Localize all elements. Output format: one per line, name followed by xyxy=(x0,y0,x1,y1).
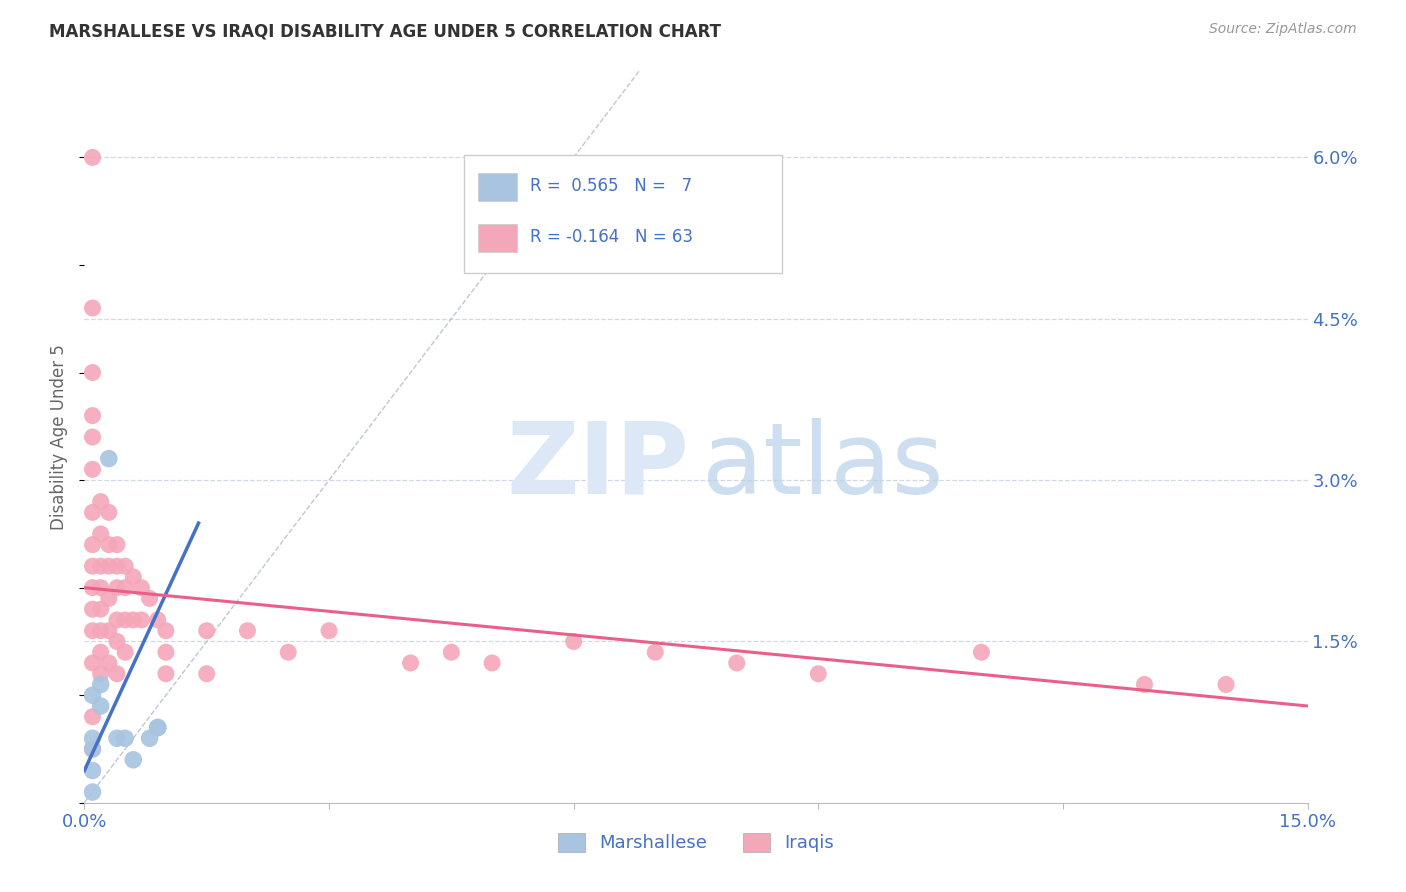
Point xyxy=(138,731,160,746)
Point xyxy=(155,624,177,638)
Point xyxy=(82,764,104,778)
Point xyxy=(90,666,112,681)
Text: Source: ZipAtlas.com: Source: ZipAtlas.com xyxy=(1209,22,1357,37)
Point xyxy=(105,581,128,595)
Text: R =  0.565   N =   7: R = 0.565 N = 7 xyxy=(530,178,692,195)
Point xyxy=(82,366,104,380)
Point xyxy=(236,624,259,638)
Point xyxy=(82,538,104,552)
Point xyxy=(82,462,104,476)
Point xyxy=(105,634,128,648)
Text: atlas: atlas xyxy=(702,417,943,515)
Point xyxy=(82,150,104,164)
Point xyxy=(146,613,169,627)
Point xyxy=(82,602,104,616)
Point xyxy=(90,624,112,638)
Point xyxy=(90,645,112,659)
FancyBboxPatch shape xyxy=(478,224,517,252)
Point xyxy=(82,731,104,746)
Point xyxy=(82,688,104,702)
Text: ZIP: ZIP xyxy=(508,417,690,515)
Point xyxy=(97,591,120,606)
Point xyxy=(90,494,112,508)
Point xyxy=(195,624,218,638)
Point xyxy=(82,656,104,670)
Point xyxy=(97,538,120,552)
Point xyxy=(114,731,136,746)
Point xyxy=(318,624,340,638)
Point xyxy=(90,527,112,541)
Point xyxy=(131,613,153,627)
Point xyxy=(97,656,120,670)
Point xyxy=(146,721,169,735)
Point xyxy=(1133,677,1156,691)
Point xyxy=(131,581,153,595)
Point xyxy=(82,581,104,595)
Point xyxy=(82,505,104,519)
Point xyxy=(481,656,503,670)
Point xyxy=(105,538,128,552)
Point xyxy=(195,666,218,681)
Point xyxy=(146,721,169,735)
Point xyxy=(82,742,104,756)
Point xyxy=(138,591,160,606)
FancyBboxPatch shape xyxy=(464,155,782,273)
Point xyxy=(82,785,104,799)
Point xyxy=(1215,677,1237,691)
Point xyxy=(114,559,136,574)
Point xyxy=(562,634,585,648)
Point xyxy=(82,409,104,423)
Point xyxy=(82,430,104,444)
Legend: Marshallese, Iraqis: Marshallese, Iraqis xyxy=(550,826,842,860)
Point xyxy=(105,559,128,574)
Point xyxy=(105,613,128,627)
Point xyxy=(440,645,463,659)
Point xyxy=(97,451,120,466)
Point xyxy=(155,666,177,681)
Point xyxy=(807,666,830,681)
Point xyxy=(105,666,128,681)
Point xyxy=(114,645,136,659)
Point xyxy=(114,581,136,595)
Point xyxy=(90,677,112,691)
Point xyxy=(82,301,104,315)
Point xyxy=(277,645,299,659)
FancyBboxPatch shape xyxy=(478,173,517,201)
Point xyxy=(399,656,422,670)
Point xyxy=(82,624,104,638)
Text: R = -0.164   N = 63: R = -0.164 N = 63 xyxy=(530,228,693,246)
Point xyxy=(97,505,120,519)
Point xyxy=(970,645,993,659)
Point xyxy=(90,559,112,574)
Point xyxy=(82,710,104,724)
Point xyxy=(82,559,104,574)
Point xyxy=(155,645,177,659)
Point xyxy=(105,731,128,746)
Point xyxy=(97,624,120,638)
Point xyxy=(90,602,112,616)
Point xyxy=(644,645,666,659)
Point xyxy=(725,656,748,670)
Point xyxy=(122,570,145,584)
Y-axis label: Disability Age Under 5: Disability Age Under 5 xyxy=(51,344,69,530)
Point xyxy=(122,613,145,627)
Point xyxy=(122,753,145,767)
Point xyxy=(114,613,136,627)
Text: MARSHALLESE VS IRAQI DISABILITY AGE UNDER 5 CORRELATION CHART: MARSHALLESE VS IRAQI DISABILITY AGE UNDE… xyxy=(49,22,721,40)
Point xyxy=(90,698,112,713)
Point xyxy=(82,742,104,756)
Point xyxy=(97,559,120,574)
Point xyxy=(90,581,112,595)
